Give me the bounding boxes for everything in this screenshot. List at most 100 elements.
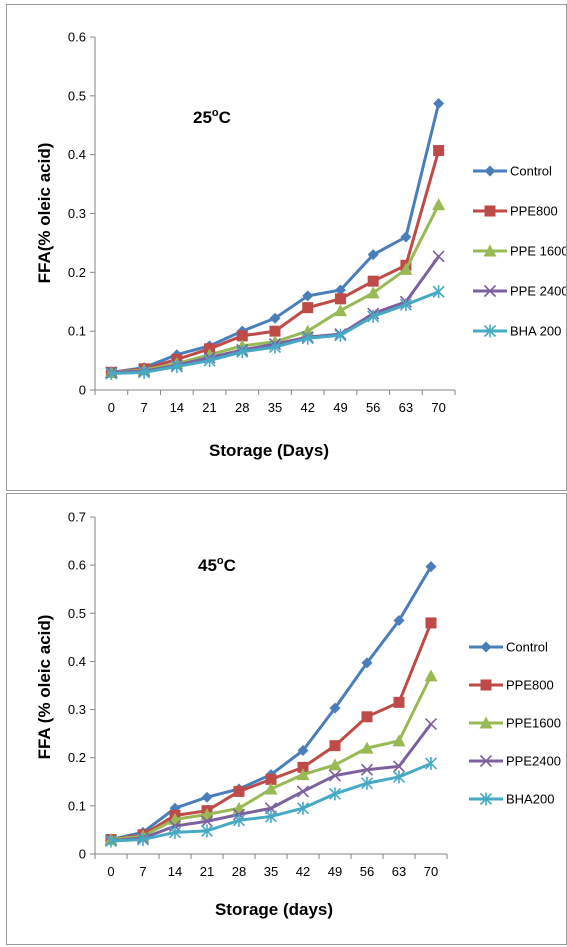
legend: Control PPE800 PPE 1600 PPE 2400 BHA 200	[473, 164, 567, 339]
x-tick-label: 49	[333, 400, 347, 415]
data-point	[329, 740, 341, 752]
data-point	[136, 833, 150, 847]
series-control	[105, 561, 437, 846]
data-point	[296, 768, 310, 781]
y-axis-title: FFA(% oleic acid)	[35, 143, 54, 284]
y-axis-title: FFA (% oleic acid)	[35, 615, 54, 760]
temperature-value: 25	[193, 108, 212, 127]
chart-panel-45c: 0 0.1 0.2 0.3 0.4 0.5 0.6 0.7 0 7 14 21 28 35 42 49 56 63…	[6, 493, 567, 945]
legend-marker	[483, 244, 497, 257]
temperature-annotation: 25oC	[193, 107, 231, 127]
data-point	[424, 756, 438, 770]
data-point	[432, 285, 445, 299]
data-point	[392, 760, 406, 773]
legend-marker	[480, 641, 492, 653]
x-tick-label: 35	[264, 864, 278, 879]
x-tick-label: 21	[202, 400, 216, 415]
data-point	[301, 331, 314, 345]
legend-item: Control	[469, 640, 548, 655]
legend-marker	[480, 679, 492, 691]
data-point	[399, 298, 412, 312]
data-point	[269, 312, 281, 324]
y-tick-label: 0.5	[68, 88, 86, 103]
data-point	[367, 275, 379, 287]
y-tick-label: 0.3	[68, 206, 86, 221]
legend-label: BHA 200	[510, 324, 561, 339]
data-point	[367, 249, 379, 261]
legend-item: PPE800	[473, 204, 558, 219]
y-tick-label: 0.7	[68, 510, 86, 525]
legend-marker	[484, 165, 496, 177]
data-point	[170, 359, 183, 373]
legend-item: Control	[473, 164, 552, 179]
data-point	[296, 801, 310, 815]
data-point	[400, 231, 412, 243]
x-axis-title: Storage (Days)	[209, 441, 329, 460]
x-tick-label: 0	[108, 400, 115, 415]
data-point	[264, 809, 278, 823]
legend-label: PPE 2400	[510, 284, 567, 299]
data-point	[268, 340, 282, 354]
chart-svg-25c: 0 0.1 0.2 0.3 0.4 0.5 0.6 0 7 14 21 28 35 42 49 56 63 70 S…	[35, 30, 567, 461]
x-tick-label: 56	[360, 864, 374, 879]
data-point	[360, 776, 374, 790]
y-tick-label: 0.4	[68, 654, 86, 669]
data-point	[168, 825, 182, 839]
x-tick-label: 35	[268, 400, 282, 415]
y-tick-label: 0.4	[68, 147, 86, 162]
chart-svg-45c: 0 0.1 0.2 0.3 0.4 0.5 0.6 0.7 0 7 14 21 28 35 42 49 56 63…	[35, 510, 561, 920]
data-point	[432, 198, 446, 211]
legend-item: BHA 200	[473, 324, 561, 339]
legend-item: PPE 2400	[473, 284, 567, 299]
x-tick-label: 49	[328, 864, 342, 879]
legend-label: PPE800	[506, 678, 554, 693]
data-point	[328, 769, 342, 782]
legend: Control PPE800 PPE1600 PPE2400 BHA200	[469, 640, 561, 807]
data-point	[105, 367, 118, 381]
data-point	[333, 304, 347, 317]
data-point	[361, 657, 373, 669]
data-point	[328, 787, 342, 801]
data-point	[200, 815, 214, 828]
temperature-unit: C	[224, 556, 236, 575]
data-point	[393, 615, 405, 627]
legend-marker	[479, 792, 493, 806]
data-point	[424, 669, 438, 682]
data-point	[297, 744, 309, 756]
data-point	[302, 290, 314, 302]
data-point	[236, 345, 249, 359]
data-point	[425, 561, 437, 573]
x-tick-label: 21	[200, 864, 214, 879]
data-point	[329, 702, 341, 714]
data-point	[203, 354, 216, 368]
y-tick-label: 0	[79, 847, 86, 862]
y-tick-label: 0.6	[68, 30, 86, 45]
y-tick-label: 0.2	[68, 750, 86, 765]
data-point	[425, 617, 437, 629]
x-tick-label: 7	[139, 864, 146, 879]
legend-label: PPE800	[510, 204, 558, 219]
y-tick-label: 0.2	[68, 265, 86, 280]
data-point	[432, 250, 445, 263]
data-point	[360, 763, 374, 776]
data-point	[360, 741, 374, 754]
x-axis-title: Storage (days)	[215, 900, 333, 919]
data-point	[236, 330, 248, 342]
temperature-unit: C	[219, 108, 231, 127]
legend-label: PPE 1600	[510, 244, 567, 259]
legend-item: PPE 1600	[473, 244, 567, 259]
data-point	[302, 302, 314, 314]
data-point	[269, 325, 281, 337]
legend-item: PPE800	[469, 678, 554, 693]
y-tick-label: 0.1	[68, 798, 86, 813]
y-tick-label: 0.5	[68, 606, 86, 621]
data-point	[392, 770, 406, 784]
legend-item: BHA200	[469, 792, 554, 807]
legend-marker	[479, 716, 493, 729]
data-point	[399, 262, 413, 275]
data-point	[264, 782, 278, 795]
data-point	[297, 761, 309, 773]
data-point	[433, 97, 445, 109]
legend-marker	[483, 324, 497, 338]
x-tick-label: 0	[107, 864, 114, 879]
